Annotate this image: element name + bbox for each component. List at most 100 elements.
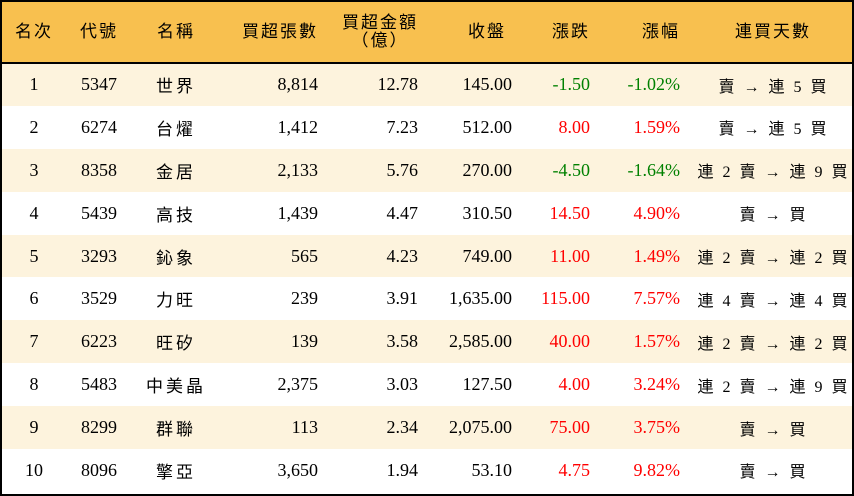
cell-name: 旺矽 <box>156 334 196 354</box>
cell-net-buy-amount: 4.47 <box>386 202 419 223</box>
header-code: 代號 <box>80 22 118 41</box>
cell-code: 8299 <box>81 417 117 438</box>
cell-streak: 賣 → 連 5 買 <box>718 78 828 96</box>
table-row: 3 8358 金居 2,133 5.76 270.00 -4.50 -1.64%… <box>2 148 852 192</box>
table-row: 1 5347 世界 8,814 12.78 145.00 -1.50 -1.02… <box>2 63 852 106</box>
header-name: 名稱 <box>157 22 195 41</box>
cell-change-pct: -1.64% <box>627 159 681 180</box>
cell-close: 53.10 <box>471 459 513 480</box>
cell-net-buy-amount: 4.23 <box>386 245 419 266</box>
header-net-buy-lots: 買超張數 <box>242 22 318 41</box>
cell-name: 高技 <box>156 205 196 225</box>
cell-change: 115.00 <box>541 288 590 309</box>
cell-name: 群聯 <box>156 420 196 440</box>
cell-change: 4.75 <box>558 459 591 480</box>
cell-streak: 賣 → 買 <box>739 207 807 225</box>
cell-change-pct: 7.57% <box>633 288 681 309</box>
cell-rank: 6 <box>29 288 39 309</box>
cell-rank: 1 <box>29 74 39 95</box>
cell-change-pct: -1.02% <box>627 74 681 95</box>
cell-code: 6274 <box>81 116 117 137</box>
cell-change-pct: 3.75% <box>633 417 681 438</box>
cell-rank: 9 <box>29 417 39 438</box>
cell-name: 台燿 <box>156 119 196 139</box>
header-change-pct: 漲幅 <box>642 22 680 41</box>
cell-net-buy-lots: 3,650 <box>277 459 319 480</box>
table-row: 10 8096 擎亞 3,650 1.94 53.10 4.75 9.82% 賣… <box>2 449 852 492</box>
cell-net-buy-lots: 2,375 <box>277 374 319 395</box>
header-net-buy-amount-unit: （億） <box>351 31 409 50</box>
header-streak: 連買天數 <box>735 22 811 41</box>
cell-code: 8096 <box>81 459 117 480</box>
cell-change: -4.50 <box>552 159 591 180</box>
cell-net-buy-lots: 2,133 <box>277 159 319 180</box>
cell-rank: 4 <box>29 202 39 223</box>
cell-streak: 連 2 賣 → 連 2 買 <box>697 335 849 353</box>
cell-rank: 8 <box>29 374 39 395</box>
cell-close: 127.50 <box>462 374 513 395</box>
cell-net-buy-amount: 2.34 <box>386 417 419 438</box>
cell-code: 5439 <box>81 202 117 223</box>
cell-name: 金居 <box>156 162 196 182</box>
cell-streak: 連 2 賣 → 連 2 買 <box>697 250 849 267</box>
cell-name: 擎亞 <box>156 462 196 482</box>
cell-change: 8.00 <box>558 116 591 137</box>
cell-close: 310.50 <box>462 202 513 223</box>
cell-close: 1,635.00 <box>449 288 512 309</box>
cell-close: 145.00 <box>462 74 513 95</box>
header-row: 名次 代號 名稱 買超張數 買超金額 （億） 收盤 漲跌 漲幅 連買天數 <box>2 2 852 63</box>
cell-change-pct: 4.90% <box>633 202 681 223</box>
cell-net-buy-lots: 565 <box>291 245 318 266</box>
table-row: 5 3293 鈊象 565 4.23 749.00 11.00 1.49% 連 … <box>2 234 852 278</box>
cell-streak: 賣 → 連 5 買 <box>718 121 828 139</box>
header-net-buy-amount-label: 買超金額 <box>342 13 418 32</box>
header-close: 收盤 <box>468 22 506 41</box>
cell-net-buy-amount: 1.94 <box>386 459 419 480</box>
table-row: 9 8299 群聯 113 2.34 2,075.00 75.00 3.75% … <box>2 406 852 450</box>
cell-code: 5483 <box>81 374 117 395</box>
table-row: 8 5483 中美晶 2,375 3.03 127.50 4.00 3.24% … <box>2 363 852 407</box>
cell-net-buy-amount: 3.91 <box>386 288 419 309</box>
cell-code: 3293 <box>81 245 117 266</box>
table-body: 1 5347 世界 8,814 12.78 145.00 -1.50 -1.02… <box>2 63 852 492</box>
cell-net-buy-lots: 239 <box>291 288 318 309</box>
cell-close: 749.00 <box>462 245 513 266</box>
cell-net-buy-amount: 7.23 <box>386 116 419 137</box>
cell-change: -1.50 <box>552 74 591 95</box>
cell-change-pct: 3.24% <box>633 374 681 395</box>
cell-net-buy-amount: 3.03 <box>386 374 419 395</box>
table-row: 6 3529 力旺 239 3.91 1,635.00 115.00 7.57%… <box>2 277 852 321</box>
table-row: 4 5439 高技 1,439 4.47 310.50 14.50 4.90% … <box>2 191 852 235</box>
cell-change-pct: 1.59% <box>633 116 681 137</box>
cell-change: 14.50 <box>549 202 591 223</box>
table-row: 7 6223 旺矽 139 3.58 2,585.00 40.00 1.57% … <box>2 320 852 364</box>
cell-net-buy-lots: 1,412 <box>277 116 319 137</box>
cell-code: 6223 <box>81 331 117 352</box>
cell-name: 鈊象 <box>156 248 196 268</box>
header-net-buy-amount: 買超金額 （億） <box>322 2 422 63</box>
cell-net-buy-amount: 12.78 <box>377 74 419 95</box>
cell-rank: 7 <box>29 331 39 352</box>
cell-net-buy-lots: 1,439 <box>277 202 319 223</box>
cell-name: 力旺 <box>156 291 196 311</box>
cell-rank: 3 <box>29 159 39 180</box>
cell-code: 5347 <box>81 74 117 95</box>
cell-streak: 連 2 賣 → 連 9 買 <box>697 378 849 396</box>
cell-net-buy-lots: 139 <box>291 331 318 352</box>
cell-change: 11.00 <box>550 245 590 266</box>
cell-close: 512.00 <box>462 116 513 137</box>
cell-code: 3529 <box>81 288 117 309</box>
cell-net-buy-lots: 113 <box>291 417 318 438</box>
cell-net-buy-amount: 5.76 <box>386 159 419 180</box>
cell-streak: 賣 → 買 <box>739 421 807 439</box>
cell-net-buy-lots: 8,814 <box>277 74 319 95</box>
cell-close: 270.00 <box>462 159 513 180</box>
cell-rank: 10 <box>25 459 43 480</box>
cell-code: 8358 <box>81 159 117 180</box>
cell-rank: 5 <box>29 245 39 266</box>
cell-close: 2,075.00 <box>449 417 512 438</box>
table-row: 2 6274 台燿 1,412 7.23 512.00 8.00 1.59% 賣… <box>2 105 852 149</box>
cell-name: 世界 <box>156 77 196 97</box>
